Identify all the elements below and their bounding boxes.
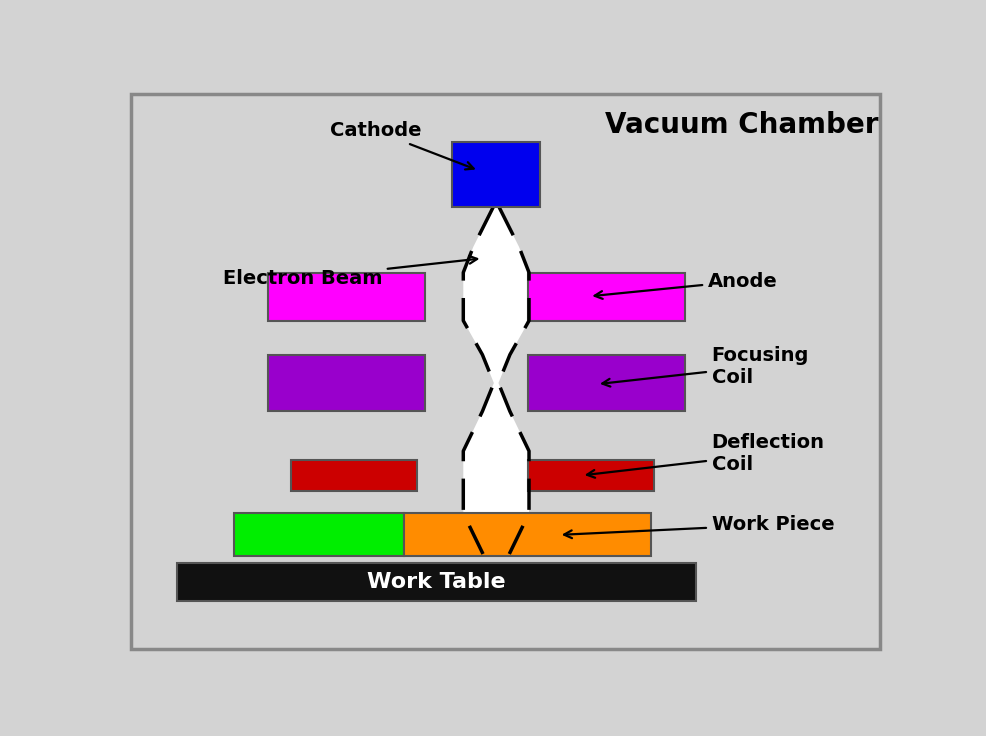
Bar [528, 355, 685, 411]
Bar [528, 272, 685, 321]
Bar [292, 459, 417, 491]
Text: Focusing
Coil: Focusing Coil [602, 345, 810, 386]
Text: Cathode: Cathode [329, 121, 473, 169]
Bar [176, 562, 696, 601]
Bar [234, 514, 403, 556]
Bar [528, 459, 655, 491]
Bar [452, 142, 539, 208]
Text: Work Piece: Work Piece [564, 515, 834, 538]
Text: Deflection
Coil: Deflection Coil [587, 434, 824, 478]
Text: Electron Beam: Electron Beam [223, 256, 477, 288]
Text: Work Table: Work Table [367, 572, 506, 592]
Bar [268, 355, 425, 411]
Bar [268, 272, 425, 321]
Text: Vacuum Chamber: Vacuum Chamber [605, 111, 879, 139]
Text: Anode: Anode [595, 272, 778, 299]
Polygon shape [463, 208, 529, 556]
Bar [403, 514, 651, 556]
